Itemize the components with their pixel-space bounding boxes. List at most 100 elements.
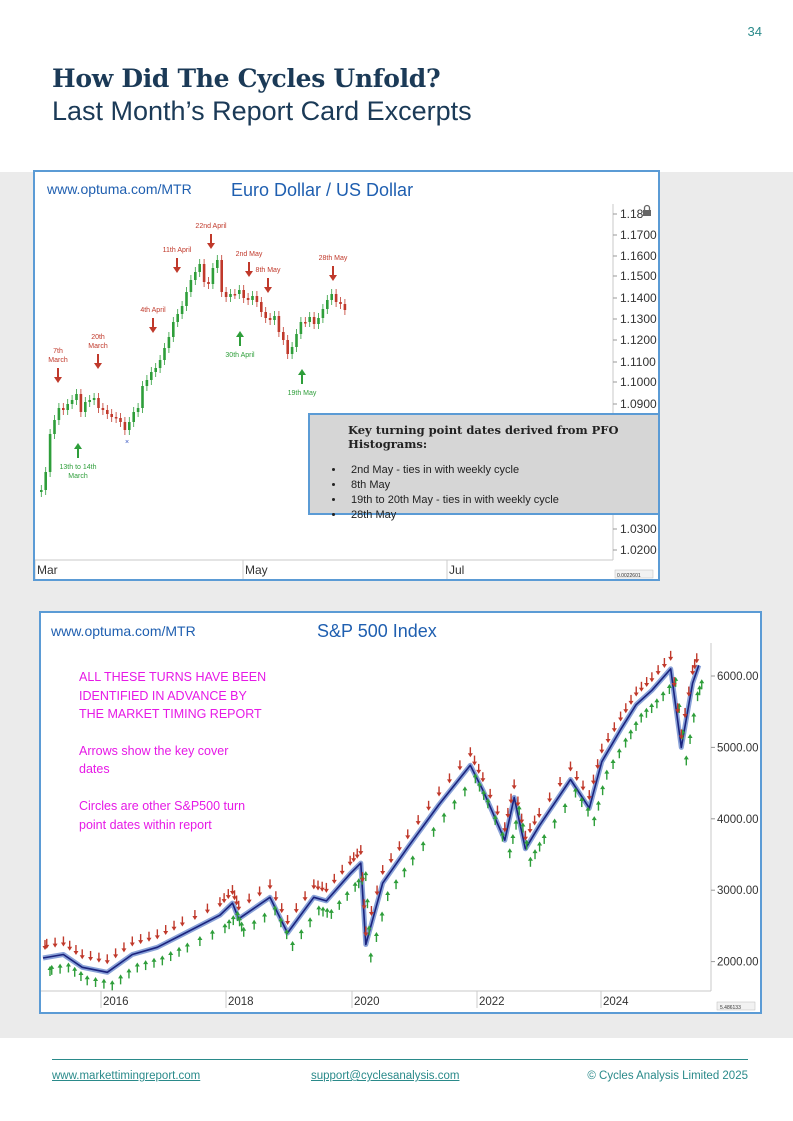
up-arrow-icon [134, 962, 140, 967]
eurusd-ytick-label: 1.1300 [620, 312, 657, 326]
down-arrow-icon [354, 854, 360, 859]
sp500-source: www.optuma.com/MTR [50, 623, 196, 639]
eurusd-candle [53, 420, 56, 434]
up-arrow-icon [552, 818, 558, 823]
down-arrow-icon [611, 728, 617, 733]
up-arrow-icon [74, 443, 82, 449]
eurusd-ytick-label: 1.1600 [620, 249, 657, 263]
down-arrow-icon [476, 769, 482, 774]
sp500-ytick-label: 5000.00 [717, 742, 759, 754]
eurusd-candle [176, 314, 179, 322]
key-box-item: 28th May [345, 508, 658, 523]
footer-website[interactable]: www.markettimingreport.com [52, 1070, 200, 1082]
up-arrow-icon [184, 942, 190, 947]
eurusd-candle [180, 306, 184, 314]
down-arrow-label: 28th May [319, 255, 348, 262]
down-arrow-icon [686, 692, 692, 697]
down-arrow-icon [487, 794, 493, 799]
down-arrow-icon [494, 811, 500, 816]
email-link[interactable]: support@cyclesanalysis.com [311, 1070, 460, 1082]
down-arrow-icon [225, 895, 231, 900]
eurusd-candle [79, 394, 83, 412]
eurusd-candle [70, 400, 74, 404]
eurusd-xtick-label: May [245, 563, 268, 577]
up-arrow-icon [393, 879, 399, 884]
down-arrow-icon [204, 909, 210, 914]
up-arrow-icon [176, 946, 182, 951]
down-arrow-icon [623, 709, 629, 714]
down-arrow-icon [380, 871, 386, 876]
eurusd-candle [145, 380, 149, 386]
down-arrow-icon [67, 946, 73, 951]
sp500-xtick-label: 2018 [228, 996, 254, 1008]
down-arrow-icon [264, 287, 272, 293]
up-arrow-icon [451, 799, 457, 804]
down-arrow-label: 7th [53, 348, 63, 355]
up-arrow-icon [379, 911, 385, 916]
footer-email[interactable]: support@cyclesanalysis.com [311, 1070, 459, 1082]
down-arrow-icon [138, 940, 144, 945]
down-arrow-icon [121, 948, 127, 953]
down-arrow-icon [644, 683, 650, 688]
eurusd-candle [57, 408, 61, 420]
footer-divider [52, 1059, 748, 1060]
down-arrow-icon [502, 828, 508, 833]
down-arrow-icon [232, 896, 238, 901]
up-arrow-icon [126, 968, 132, 973]
up-arrow-icon [251, 919, 257, 924]
down-arrow-icon [661, 664, 667, 668]
down-arrow-icon [655, 671, 661, 676]
sp500-line [42, 665, 700, 974]
eurusd-candle [158, 360, 162, 368]
sp500-note: THE MARKET TIMING REPORT [79, 707, 262, 721]
up-arrow-icon [49, 964, 55, 969]
up-arrow-icon [324, 907, 330, 912]
up-arrow-icon [234, 911, 240, 916]
down-arrow-icon [675, 709, 681, 714]
down-arrow-icon [302, 897, 308, 902]
up-arrow-icon [660, 691, 666, 696]
down-arrow-icon [163, 931, 169, 936]
down-arrow-icon [293, 909, 299, 914]
down-arrow-icon [515, 802, 521, 807]
up-arrow-icon [72, 966, 78, 971]
up-arrow-label: 13th to 14th [60, 464, 97, 471]
down-arrow-icon [104, 960, 110, 965]
website-link[interactable]: www.markettimingreport.com [52, 1070, 201, 1082]
down-arrow-icon [347, 861, 353, 866]
up-arrow-icon [524, 839, 530, 844]
up-arrow-icon [197, 936, 203, 941]
up-arrow-icon [284, 929, 290, 934]
down-arrow-label: 20th [91, 334, 105, 341]
eurusd-candle [326, 300, 329, 309]
down-arrow-icon [245, 271, 253, 277]
up-arrow-icon [623, 737, 629, 742]
eurusd-ytick-label: 1.1500 [620, 269, 657, 283]
up-arrow-icon [78, 971, 84, 976]
eurusd-candle [75, 394, 78, 400]
down-arrow-icon [586, 796, 592, 801]
up-arrow-icon [485, 798, 491, 803]
eurusd-candle [185, 292, 188, 306]
key-box-item: 2nd May - ties in with weekly cycle [345, 463, 658, 478]
up-arrow-icon [336, 899, 342, 904]
sp500-xtick-label: 2020 [354, 996, 380, 1008]
down-arrow-icon [368, 911, 374, 916]
page-number: 34 [747, 24, 762, 39]
up-arrow-icon [278, 917, 284, 922]
up-arrow-icon [262, 912, 268, 917]
down-arrow-icon [146, 937, 152, 942]
sp500-ytick-label: 3000.00 [717, 885, 759, 897]
eurusd-candle [343, 304, 347, 310]
down-arrow-icon [154, 935, 160, 940]
eurusd-candle [132, 412, 135, 422]
down-arrow-icon [236, 906, 242, 911]
sp500-note: Arrows show the key cover [79, 744, 228, 758]
eurusd-candle [255, 296, 259, 302]
page-subtitle: Last Month’s Report Card Excerpts [52, 96, 472, 126]
eurusd-candle [330, 294, 333, 300]
up-arrow-icon [643, 707, 649, 712]
up-arrow-icon [604, 769, 610, 774]
up-arrow-label: 19th May [288, 390, 317, 397]
eurusd-candle [339, 302, 342, 304]
